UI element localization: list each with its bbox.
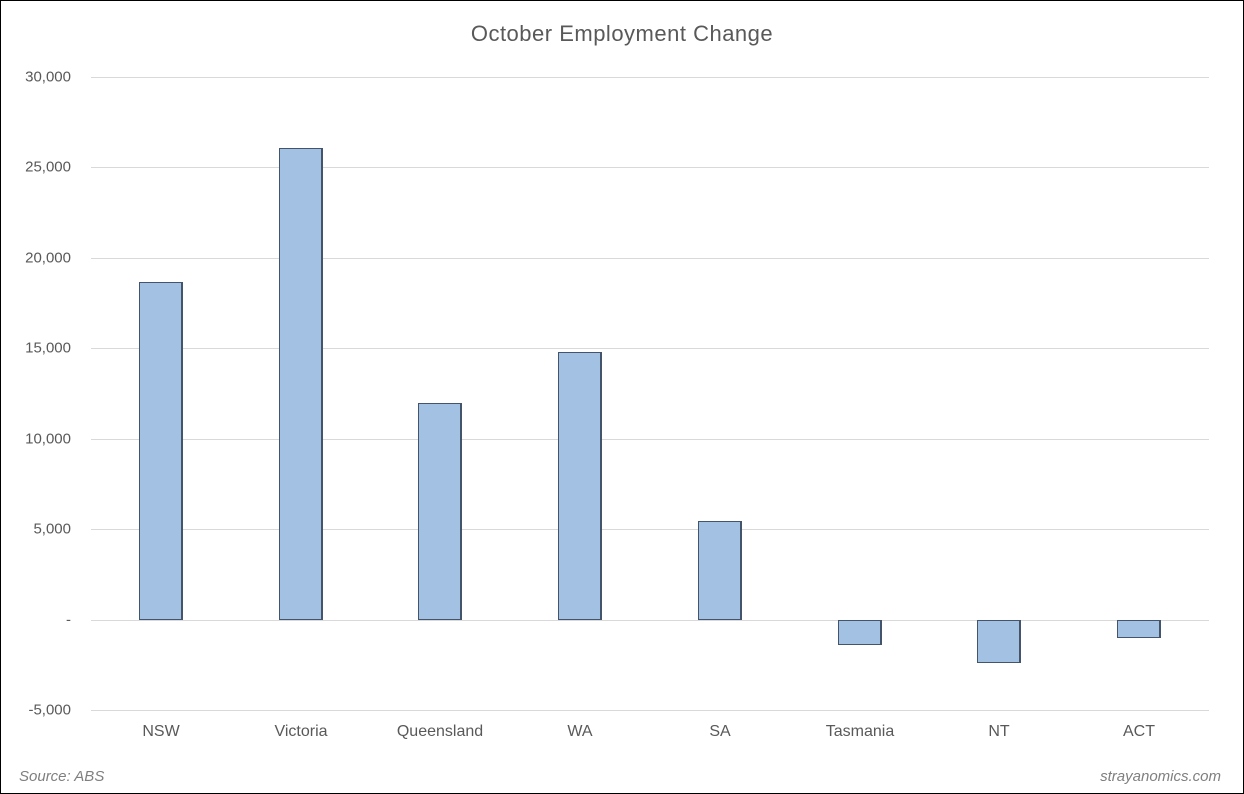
- gridline: [91, 167, 1209, 168]
- chart-title: October Employment Change: [470, 21, 774, 46]
- gridline: [91, 77, 1209, 78]
- bar-queensland: [418, 403, 462, 620]
- gridline: [91, 439, 1209, 440]
- gridline: [91, 258, 1209, 259]
- bar-sa: [698, 521, 742, 620]
- y-tick-label: 10,000: [25, 430, 71, 448]
- x-axis-label-nt: NT: [988, 723, 1010, 740]
- x-axis-label-wa: WA: [567, 723, 593, 740]
- x-axis: NSW Victoria Queensland WA SA Tasmania NT ACT: [91, 723, 1209, 749]
- bar-nsw: [139, 282, 183, 620]
- bar-wa: [558, 352, 602, 620]
- gridline: [91, 348, 1209, 349]
- gridline: [91, 620, 1209, 621]
- bar-nt: [977, 620, 1021, 663]
- source-note: Source: ABS: [19, 768, 105, 785]
- y-tick-label: 20,000: [25, 249, 71, 267]
- y-tick-label: -5,000: [28, 701, 71, 719]
- y-axis: 30,000 25,000 20,000 15,000 10,000 5,000 - -5,0…: [1, 69, 83, 719]
- watermark: strayanomics.com: [1100, 768, 1221, 785]
- y-tick-label: 30,000: [25, 68, 71, 86]
- x-axis-label-victoria: Victoria: [274, 723, 328, 740]
- y-tick-label: 15,000: [25, 339, 71, 357]
- y-tick-label: -: [66, 611, 71, 629]
- bar-victoria: [279, 148, 323, 620]
- plot-area: [91, 77, 1209, 711]
- x-axis-label-tasmania: Tasmania: [825, 723, 895, 740]
- x-axis-label-sa: SA: [709, 723, 731, 740]
- x-axis-label-queensland: Queensland: [396, 723, 484, 740]
- x-axis-label-nsw: NSW: [142, 723, 180, 740]
- y-tick-label: 5,000: [33, 520, 71, 538]
- bar-tasmania: [838, 620, 882, 645]
- x-axis-label-act: ACT: [1123, 723, 1155, 740]
- gridline: [91, 710, 1209, 711]
- y-tick-label: 25,000: [25, 158, 71, 176]
- bar-act: [1117, 620, 1161, 638]
- gridline: [91, 529, 1209, 530]
